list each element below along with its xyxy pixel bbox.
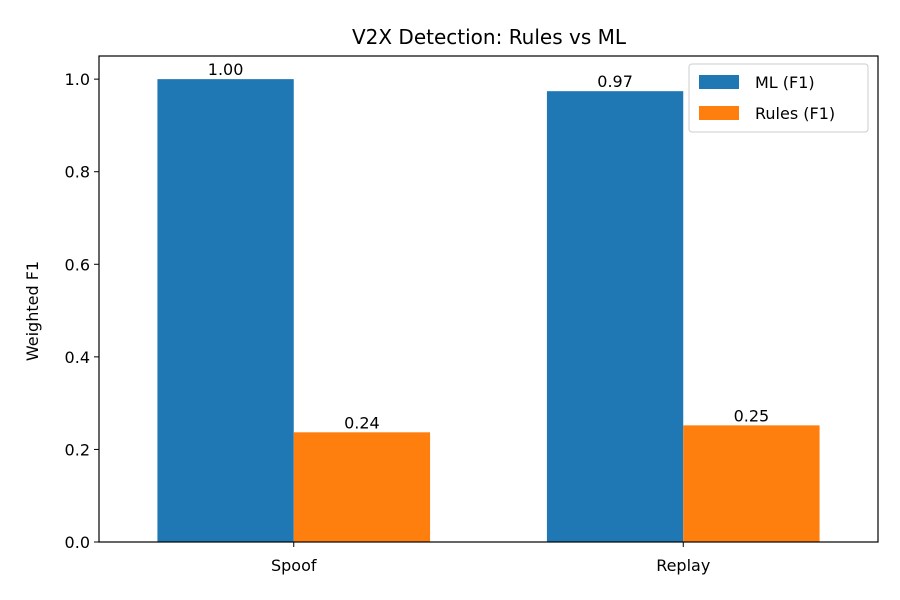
y-tick-label: 0.8 [65,163,90,182]
y-tick-label: 0.6 [65,255,90,274]
legend: ML (F1) Rules (F1) [688,63,869,133]
y-tick-label: 0.2 [65,440,90,459]
bar-spoof-rules [293,432,431,542]
data-label: 0.25 [734,406,770,425]
plot-area: 1.00 0.97 0.24 0.25 [157,60,820,543]
bar-replay-ml [546,91,684,543]
y-tick-label: 0.4 [65,348,90,367]
legend-label: Rules (F1) [755,104,835,123]
bar-replay-rules [683,425,820,542]
plot-frame [98,55,879,543]
legend-swatch-rules [699,106,739,120]
bar-spoof-ml [157,79,294,542]
y-tick-label: 0.0 [65,533,90,552]
data-label: 0.24 [344,413,380,432]
y-axis-label: Weighted F1 [23,261,42,361]
x-axis: Spoof Replay [271,542,710,575]
x-tick-label: Replay [656,556,710,575]
y-tick-label: 1.0 [65,70,90,89]
y-axis: 0.0 0.2 0.4 0.6 0.8 1.0 [65,70,99,552]
x-tick-label: Spoof [271,556,317,575]
legend-label: ML (F1) [755,73,815,92]
legend-swatch-ml [699,75,739,89]
chart-title: V2X Detection: Rules vs ML [352,25,627,49]
data-label: 1.00 [208,60,244,79]
data-label: 0.97 [597,72,633,91]
